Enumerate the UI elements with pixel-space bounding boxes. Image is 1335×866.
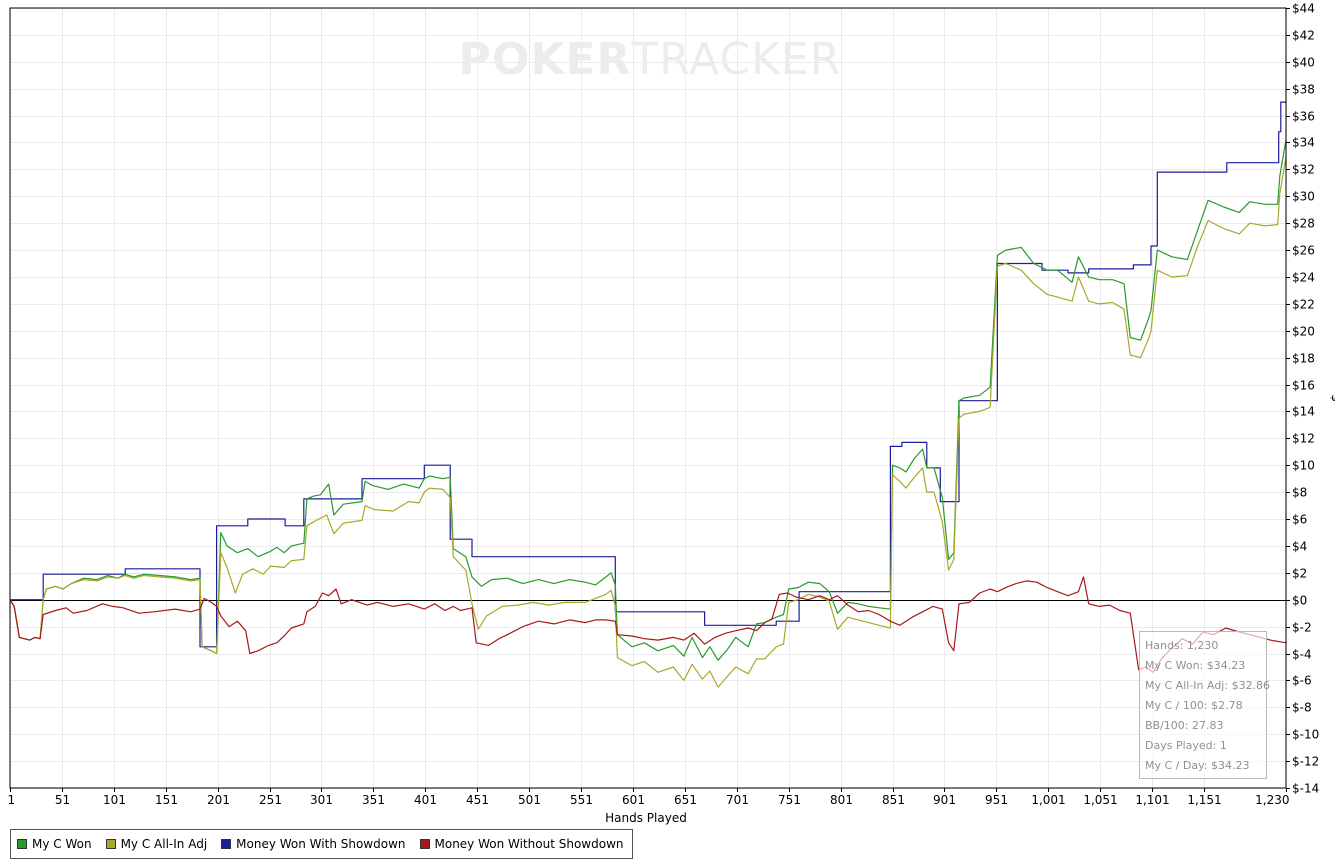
y-axis: $44 $42 $40 $38 $36 $34 $32 $30 $28 $26 $24 $22 $20 $… — [1286, 2, 1319, 796]
y-axis-title: $ — [1329, 394, 1335, 402]
pokertracker-watermark: POKERTRACKER — [459, 34, 842, 85]
x-tick-label: 601 — [622, 793, 645, 807]
x-tick-label: 701 — [726, 793, 749, 807]
y-tick-label: $-12 — [1292, 755, 1319, 769]
summary-days: Days Played: 1 — [1145, 739, 1227, 752]
summary-per-100: My C / 100: $2.78 — [1145, 699, 1243, 712]
x-tick-label: 351 — [362, 793, 385, 807]
x-tick-label: 501 — [518, 793, 541, 807]
y-tick-label: $-6 — [1292, 674, 1312, 688]
series-line-money-won-with-showdown — [10, 101, 1286, 648]
legend-item-my-c-won[interactable]: My C Won — [17, 837, 92, 851]
x-axis-title: Hands Played — [605, 811, 687, 825]
legend-label: Money Won With Showdown — [236, 837, 406, 851]
x-tick-label: 551 — [570, 793, 593, 807]
x-tick-label: 301 — [310, 793, 333, 807]
y-tick-label: $20 — [1292, 325, 1315, 339]
x-tick-label: 801 — [830, 793, 853, 807]
y-tick-label: $32 — [1292, 163, 1315, 177]
x-tick-label: 401 — [414, 793, 437, 807]
x-tick-label: 1 — [8, 793, 16, 807]
legend-swatch — [105, 839, 116, 849]
y-tick-label: $44 — [1292, 2, 1315, 16]
legend-swatch — [17, 839, 27, 849]
y-tick-label: $14 — [1292, 405, 1315, 419]
y-tick-label: $16 — [1292, 379, 1315, 393]
y-tick-label: $26 — [1292, 244, 1315, 258]
y-tick-label: $30 — [1292, 190, 1315, 204]
y-tick-label: $40 — [1292, 56, 1315, 70]
x-tick-label: 251 — [259, 793, 282, 807]
x-tick-label: 1,001 — [1031, 793, 1065, 807]
summary-hands: Hands: 1,230 — [1145, 639, 1219, 652]
x-tick-label: 451 — [466, 793, 489, 807]
plot-area — [10, 8, 1286, 788]
legend-label: My C All-In Adj — [120, 837, 208, 851]
x-tick-label: 1,151 — [1187, 793, 1221, 807]
x-tick-label: 851 — [882, 793, 905, 807]
y-tick-label: $8 — [1292, 486, 1307, 500]
series-line-money-won-without-showdown — [10, 576, 1286, 673]
y-tick-label: $42 — [1292, 29, 1315, 43]
x-tick-label: 201 — [207, 793, 230, 807]
y-tick-label: $24 — [1292, 271, 1315, 285]
y-tick-label: $12 — [1292, 432, 1315, 446]
series-lines — [10, 101, 1286, 688]
y-tick-label: $38 — [1292, 83, 1315, 97]
legend-item-all-in-adj[interactable]: My C All-In Adj — [105, 837, 208, 851]
x-tick-label: 1,230 — [1255, 793, 1289, 807]
x-axis: 1 51 101 151 201 251 301 351 401 451 501 551 601 651 7… — [8, 788, 1290, 807]
y-tick-label: $0 — [1292, 594, 1307, 608]
y-tick-label: $-10 — [1292, 728, 1319, 742]
x-tick-label: 901 — [933, 793, 956, 807]
x-tick-label: 651 — [674, 793, 697, 807]
legend-label: My C Won — [32, 837, 92, 851]
x-tick-label: 751 — [778, 793, 801, 807]
y-tick-label: $34 — [1292, 136, 1315, 150]
summary-won: My C Won: $34.23 — [1145, 659, 1246, 672]
x-tick-label: 1,051 — [1083, 793, 1117, 807]
legend-swatch — [221, 839, 232, 849]
y-tick-label: $-8 — [1292, 701, 1312, 715]
y-tick-label: $-4 — [1292, 648, 1312, 662]
legend-item-without-showdown[interactable]: Money Won Without Showdown — [419, 837, 624, 851]
summary-allin-adj: My C All-In Adj: $32.86 — [1145, 679, 1271, 692]
plot-border — [9, 7, 1287, 789]
x-tick-label: 1,101 — [1135, 793, 1169, 807]
summary-tooltip: Hands: 1,230 My C Won: $34.23 My C All-I… — [1139, 631, 1271, 779]
legend-swatch — [419, 839, 430, 849]
y-tick-label: $4 — [1292, 540, 1307, 554]
y-tick-label: $-2 — [1292, 621, 1312, 635]
series-line-my-c-all-in-adj — [10, 157, 1286, 688]
x-tick-label: 51 — [55, 793, 70, 807]
y-tick-label: $-14 — [1292, 782, 1319, 796]
legend: My C Won My C All-In Adj Money Won With … — [10, 829, 633, 859]
y-tick-label: $28 — [1292, 217, 1315, 231]
y-tick-label: $36 — [1292, 110, 1315, 124]
y-tick-label: $10 — [1292, 459, 1315, 473]
x-tick-label: 951 — [985, 793, 1008, 807]
y-tick-label: $22 — [1292, 298, 1315, 312]
x-tick-label: 151 — [155, 793, 178, 807]
x-tick-label: 101 — [103, 793, 126, 807]
y-tick-label: $2 — [1292, 567, 1307, 581]
y-tick-label: $18 — [1292, 352, 1315, 366]
legend-label: Money Won Without Showdown — [434, 837, 624, 851]
y-tick-label: $6 — [1292, 513, 1307, 527]
summary-bb-100: BB/100: 27.83 — [1145, 719, 1224, 732]
legend-item-with-showdown[interactable]: Money Won With Showdown — [221, 837, 406, 851]
summary-per-day: My C / Day: $34.23 — [1145, 759, 1250, 772]
